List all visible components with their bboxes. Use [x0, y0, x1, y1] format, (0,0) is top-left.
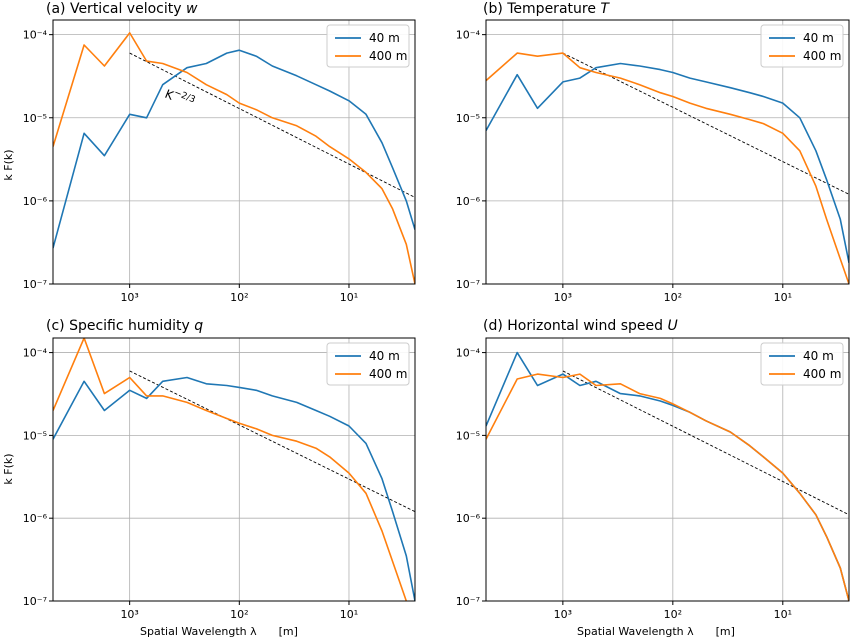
panel-b-frame [485, 19, 850, 285]
panel-b-legend-label-1: 400 m [803, 49, 841, 63]
panel-b-ytick-label-2: 10⁻⁶ [456, 195, 481, 208]
panel-d-xtick-label-1: 10² [664, 608, 682, 621]
panel-b-xtick-label-1: 10² [664, 291, 682, 304]
y-axis-label-bottom: k F(k) [2, 453, 15, 484]
panel-c-ytick-label-1: 10⁻⁵ [23, 429, 47, 442]
x-axis-label-right: Spatial Wavelength λ [m] [577, 625, 735, 638]
panel-a-legend: 40 m 400 m [326, 24, 410, 68]
panel-d-series-40m [486, 351, 849, 601]
panel-c-ytick-label-2: 10⁻⁶ [23, 512, 48, 525]
panel-b-reference-line [562, 52, 849, 195]
panel-d-title: (d) Horizontal wind speed U [483, 318, 678, 334]
panel-a-ytick-label-3: 10⁻⁷ [23, 278, 47, 291]
y-axis-label-top: k F(k) [2, 149, 15, 180]
panel-a-xtick-label-0: 10³ [120, 291, 138, 304]
panel-a-legend-label-1: 400 m [369, 49, 407, 63]
panel-d-ytick-label-0: 10⁻⁴ [456, 347, 481, 360]
panel-c-title: (c) Specific humidity q [46, 318, 203, 334]
panel-c-reference-line [129, 370, 415, 513]
panel-a: (a) Vertical velocity w [46, 1, 198, 17]
panel-b-ytick-label-1: 10⁻⁵ [456, 112, 480, 125]
panel-b-legend-label-0: 40 m [803, 31, 834, 45]
panel-b-plot: 10⁻⁴ 10⁻⁵ 10⁻⁶ 10⁻⁷ 10³ 10² 10¹ 40 m 400 m [456, 19, 850, 304]
panel-d-series-400m [486, 373, 849, 601]
panel-a-frame [52, 19, 416, 285]
panel-d-xtick-label-0: 10³ [554, 608, 572, 621]
panel-b-xtick-label-2: 10¹ [774, 291, 792, 304]
panel-a-legend-label-0: 40 m [369, 31, 400, 45]
panel-d: (d) Horizontal wind speed U [483, 318, 678, 334]
panel-c-xtick-label-1: 10² [230, 608, 248, 621]
panel-d-legend-label-1: 400 m [803, 367, 841, 381]
panel-c-legend-label-1: 400 m [369, 367, 407, 381]
panel-c-frame [52, 337, 416, 602]
panel-a-xtick-label-2: 10¹ [340, 291, 358, 304]
panel-a-title: (a) Vertical velocity w [46, 1, 198, 17]
panel-c-xtick-label-0: 10³ [120, 608, 138, 621]
panel-a-series-400m [53, 32, 415, 284]
panel-d-legend-label-0: 40 m [803, 349, 834, 363]
panel-b-legend: 40 m 400 m [760, 24, 844, 68]
panel-c-plot: 10⁻⁴ 10⁻⁵ 10⁻⁶ 10⁻⁷ 10³ 10² 10¹ 40 m 400 m [23, 337, 416, 621]
panel-d-legend: 40 m 400 m [760, 342, 844, 386]
panel-c-xtick-label-2: 10¹ [340, 608, 358, 621]
panel-b: (b) Temperature T [483, 1, 610, 17]
panel-a-xtick-label-1: 10² [230, 291, 248, 304]
panel-c: (c) Specific humidity q [46, 318, 203, 334]
panel-d-ytick-label-3: 10⁻⁷ [456, 595, 480, 608]
panel-b-series-40m [486, 62, 849, 263]
x-axis-label-left: Spatial Wavelength λ [m] [140, 625, 298, 638]
panel-a-plot: 10⁻⁴ 10⁻⁵ 10⁻⁶ 10⁻⁷ 10³ 10² 10¹ 40 m 400 m [23, 19, 416, 304]
panel-c-legend-label-0: 40 m [369, 349, 400, 363]
panel-b-title: (b) Temperature T [483, 1, 610, 17]
panel-d-frame [485, 337, 850, 602]
panel-d-ytick-label-2: 10⁻⁶ [456, 512, 481, 525]
panel-b-series-400m [486, 52, 849, 284]
panel-a-ytick-label-0: 10⁻⁴ [23, 29, 48, 42]
panel-c-legend: 40 m 400 m [326, 342, 410, 386]
slope-annotation: K−2/3 [163, 85, 197, 111]
panel-d-xtick-label-2: 10¹ [774, 608, 792, 621]
panel-b-ytick-label-0: 10⁻⁴ [456, 29, 481, 42]
panel-d-plot: 10⁻⁴ 10⁻⁵ 10⁻⁶ 10⁻⁷ 10³ 10² 10¹ 40 m 400 m [456, 337, 850, 621]
panel-c-ytick-label-0: 10⁻⁴ [23, 347, 48, 360]
panel-b-xtick-label-0: 10³ [554, 291, 572, 304]
panel-b-ytick-label-3: 10⁻⁷ [456, 278, 480, 291]
panel-a-ytick-label-2: 10⁻⁶ [23, 195, 48, 208]
panel-c-series-40m [53, 376, 415, 601]
panel-a-ytick-label-1: 10⁻⁵ [23, 112, 47, 125]
panel-d-ytick-label-1: 10⁻⁵ [456, 429, 480, 442]
panel-a-series-40m [53, 49, 415, 249]
panel-d-reference-line [562, 370, 849, 516]
panel-c-series-400m [53, 338, 408, 601]
panel-c-ytick-label-3: 10⁻⁷ [23, 595, 47, 608]
